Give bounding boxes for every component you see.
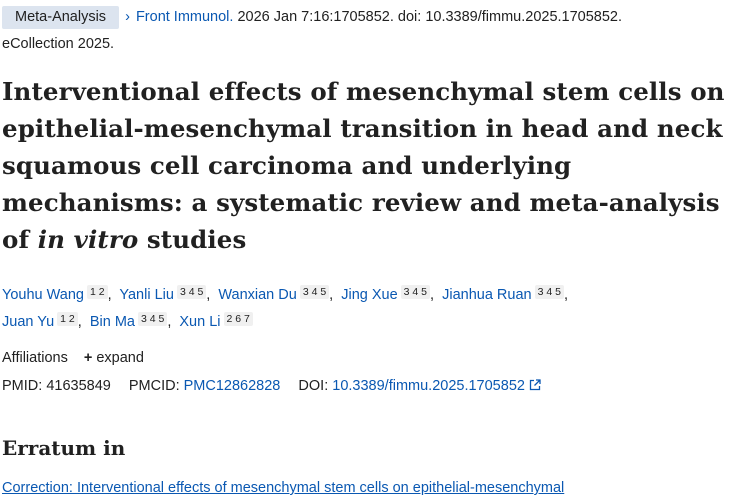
affiliations-expand-button[interactable]: + expand	[84, 350, 144, 366]
author-link[interactable]: Juan Yu	[2, 314, 55, 330]
author-affiliation-refs[interactable]: 2 6 7	[223, 312, 253, 326]
plus-icon: +	[83, 350, 93, 366]
article-title: Interventional effects of mesenchymal st…	[2, 73, 747, 258]
chevron-right-icon: ›	[125, 9, 130, 25]
title-italic: in vitro	[37, 225, 139, 254]
author-link[interactable]: Xun Li	[179, 314, 221, 330]
journal-link[interactable]: Front Immunol.	[135, 9, 234, 25]
author-affiliation-refs[interactable]: 3 4 5	[176, 285, 207, 299]
author-affiliation-refs[interactable]: 3 4 5	[400, 285, 431, 299]
author-affiliation-refs[interactable]: 3 4 5	[534, 285, 564, 299]
author-item: Bin Ma 3 4 5	[89, 312, 168, 330]
ecollection-note: eCollection 2025.	[2, 36, 115, 52]
author-affiliation-refs[interactable]: 3 4 5	[299, 285, 330, 299]
pmcid-link[interactable]: PMC12862828	[183, 378, 281, 394]
correction-link[interactable]: Correction: Interventional effects of me…	[2, 480, 565, 496]
doi-value: 10.3389/fimmu.2025.1705852	[332, 378, 525, 394]
author-affiliation-refs[interactable]: 1 2	[57, 312, 78, 326]
author-item: Youhu Wang 1 2	[2, 285, 108, 303]
affiliations-row: Affiliations + expand	[2, 346, 144, 370]
author-link[interactable]: Jianhua Ruan	[442, 287, 532, 303]
doi-link[interactable]: 10.3389/fimmu.2025.1705852	[332, 378, 541, 394]
author-item: Jianhua Ruan 3 4 5	[442, 285, 564, 303]
citation-line: Meta-Analysis › Front Immunol. 2026 Jan 7…	[2, 3, 747, 58]
pmid-value: 41635849	[46, 378, 111, 394]
author-link[interactable]: Jing Xue	[341, 287, 398, 303]
erratum-heading: Erratum in	[2, 436, 126, 460]
title-text: Interventional effects of mesenchymal st…	[2, 77, 725, 254]
author-link[interactable]: Wanxian Du	[218, 287, 297, 303]
publication-type-badge: Meta-Analysis	[2, 6, 120, 29]
identifiers-row: PMID: 41635849 PMCID: PMC12862828 DOI: 1…	[2, 374, 541, 398]
author-affiliation-refs[interactable]: 3 4 5	[137, 312, 168, 326]
author-item: Xun Li 2 6 7	[179, 312, 253, 330]
author-item: Yanli Liu 3 4 5	[119, 285, 207, 303]
author-item: Juan Yu 1 2	[2, 312, 78, 330]
author-link[interactable]: Yanli Liu	[119, 287, 174, 303]
citation-details: 2026 Jan 7:16:1705852. doi: 10.3389/fimm…	[233, 9, 623, 25]
title-end: studies	[138, 225, 247, 254]
pmcid-label: PMCID:	[128, 378, 180, 394]
author-link[interactable]: Youhu Wang	[2, 287, 84, 303]
author-item: Wanxian Du 3 4 5	[218, 285, 330, 303]
expand-label: expand	[96, 350, 144, 366]
external-link-icon	[529, 379, 541, 391]
author-item: Jing Xue 3 4 5	[341, 285, 431, 303]
author-affiliation-refs[interactable]: 1 2	[86, 285, 108, 299]
doi-label: DOI:	[298, 378, 329, 394]
author-link[interactable]: Bin Ma	[89, 314, 135, 330]
affiliations-label: Affiliations	[2, 350, 68, 366]
author-list: Youhu Wang 1 2, Yanli Liu 3 4 5, Wanxian D…	[2, 285, 568, 330]
pmid-label: PMID:	[2, 378, 43, 394]
